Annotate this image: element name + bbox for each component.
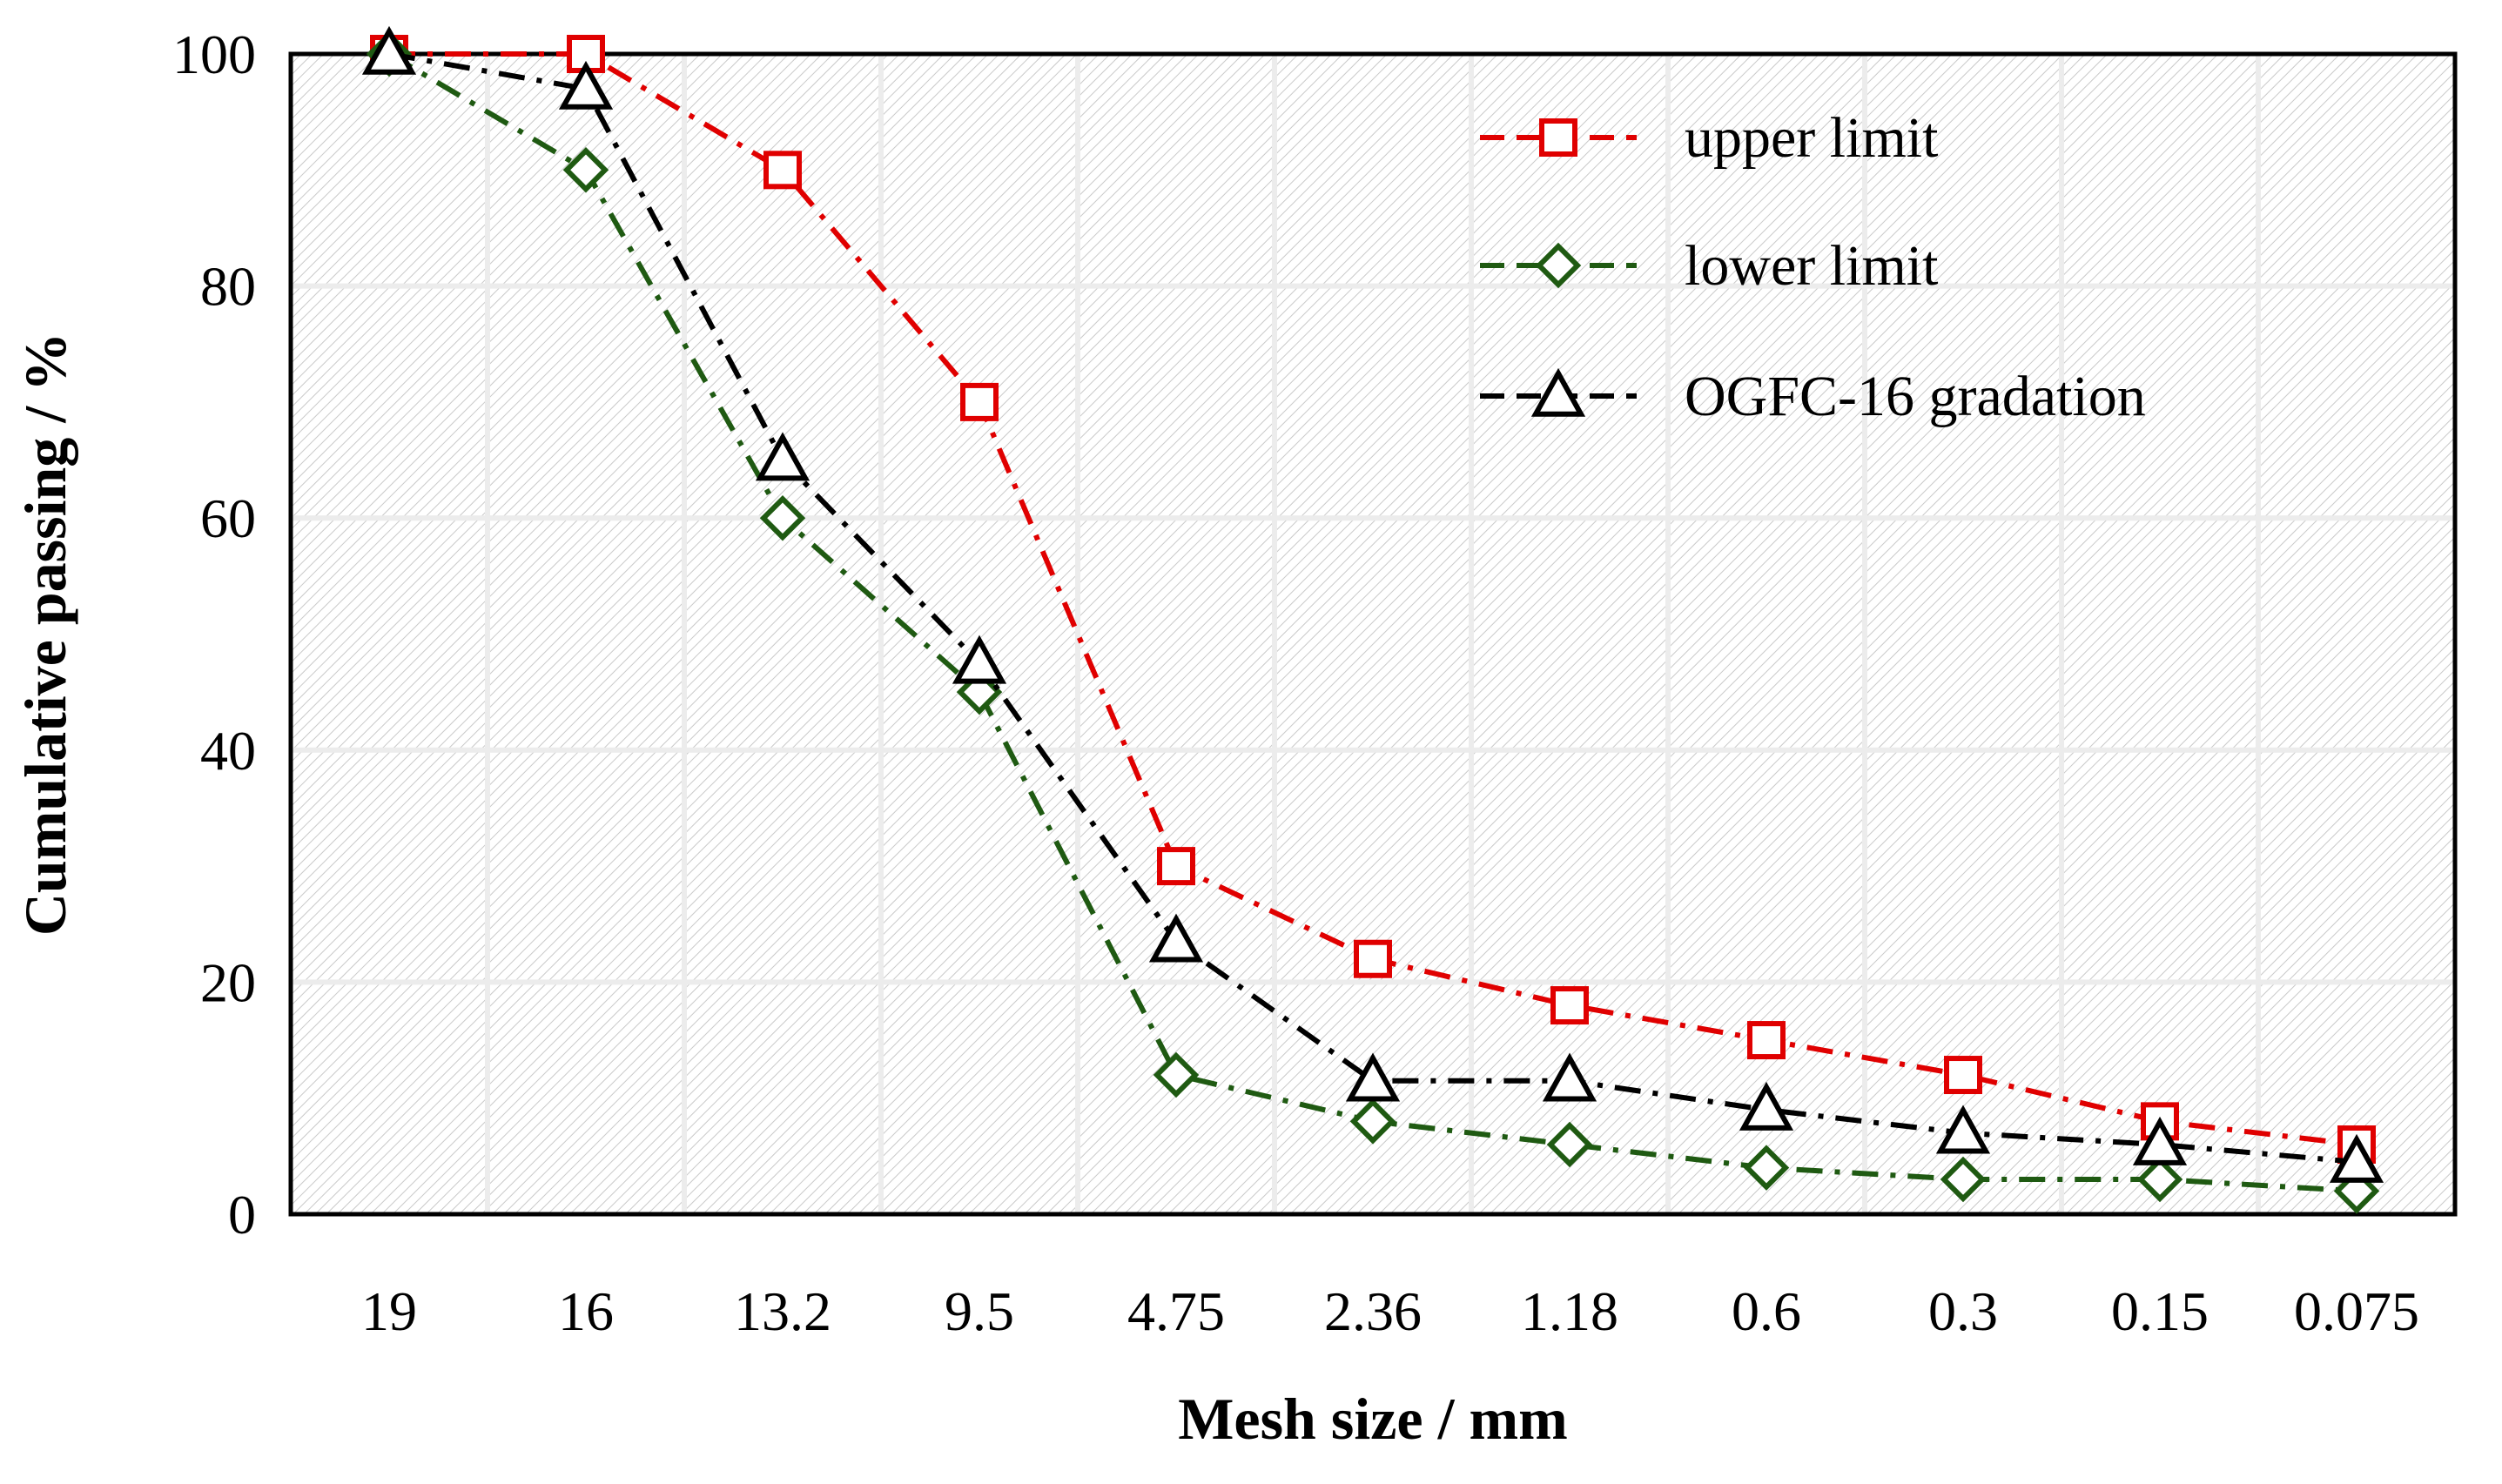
data-point-triangle — [1935, 1105, 1991, 1154]
x-axis-ticks: 19 16 13.2 9.5 4.75 2.36 1.18 0.6 0.3 0.15 0.075 — [361, 1280, 2419, 1342]
data-point-triangle — [1148, 913, 1204, 963]
data-point-diamond — [759, 494, 806, 541]
series-upper-limit — [370, 35, 2376, 1165]
data-point-diamond — [1546, 1121, 1593, 1168]
series-lower-limit — [366, 30, 2380, 1214]
data-point-triangle — [2132, 1116, 2188, 1165]
data-point-triangle — [1345, 1052, 1401, 1102]
data-point-square — [763, 151, 802, 190]
data-point-diamond — [1743, 1145, 1790, 1191]
legend-label: lower limit — [1685, 234, 1938, 298]
y-axis-ticks: 0 20 40 60 80 100 — [172, 24, 256, 1246]
x-tick-label: 0.3 — [1928, 1280, 1998, 1342]
data-point-square — [1747, 1021, 1786, 1060]
legend-entry: upper limit — [1480, 106, 1938, 170]
data-point-square — [960, 382, 999, 421]
legend-label: upper limit — [1685, 106, 1938, 170]
y-tick-label: 100 — [172, 24, 256, 85]
data-point-square — [1550, 986, 1589, 1025]
y-tick-label: 80 — [200, 256, 256, 318]
legend-label: OGFC-16 gradation — [1685, 365, 2146, 428]
plot-frame — [288, 51, 2458, 1217]
y-tick-label: 20 — [200, 951, 256, 1013]
plot-area — [291, 54, 2455, 1214]
x-tick-label: 2.36 — [1324, 1280, 1422, 1342]
x-tick-label: 16 — [558, 1280, 614, 1342]
x-tick-label: 0.15 — [2111, 1280, 2209, 1342]
data-point-triangle — [755, 432, 810, 481]
x-tick-label: 0.075 — [2294, 1280, 2419, 1342]
data-point-square — [1944, 1056, 1982, 1095]
y-axis-title: Cumulative passing / % — [12, 332, 78, 936]
data-point-square — [1354, 939, 1392, 978]
y-tick-label: 60 — [200, 487, 256, 549]
data-point-diamond — [1940, 1156, 1987, 1203]
gridlines — [291, 54, 2455, 1214]
data-point-diamond — [1349, 1098, 1396, 1145]
data-point-triangle — [361, 25, 417, 75]
legend-marker-diamond — [1535, 242, 1582, 289]
y-tick-label: 40 — [200, 720, 256, 782]
legend-marker-square — [1539, 118, 1577, 157]
x-tick-label: 19 — [361, 1280, 417, 1342]
legend-entry: OGFC-16 gradation — [1480, 365, 2146, 428]
x-tick-label: 1.18 — [1521, 1280, 1618, 1342]
x-tick-label: 13.2 — [734, 1280, 831, 1342]
x-axis-title: Mesh size / mm — [1178, 1386, 1568, 1452]
data-point-square — [1157, 847, 1195, 886]
x-tick-label: 0.6 — [1732, 1280, 1801, 1342]
data-point-triangle — [1739, 1081, 1794, 1131]
series-layer — [361, 25, 2384, 1214]
series-ogfc-16-gradation — [361, 25, 2384, 1183]
x-tick-label: 9.5 — [945, 1280, 1014, 1342]
legend: upper limit lower limit OGFC-16 gradation — [1480, 106, 2146, 428]
legend-entry: lower limit — [1480, 234, 1938, 298]
data-point-triangle — [1542, 1052, 1597, 1102]
data-point-diamond — [2136, 1156, 2183, 1203]
x-tick-label: 4.75 — [1127, 1280, 1225, 1342]
y-tick-label: 0 — [228, 1184, 256, 1246]
data-point-triangle — [952, 635, 1007, 684]
data-point-diamond — [1153, 1051, 1200, 1098]
legend-marker-triangle — [1530, 367, 1586, 417]
data-point-triangle — [558, 60, 614, 110]
data-point-triangle — [2329, 1133, 2384, 1183]
data-point-diamond — [562, 147, 609, 193]
